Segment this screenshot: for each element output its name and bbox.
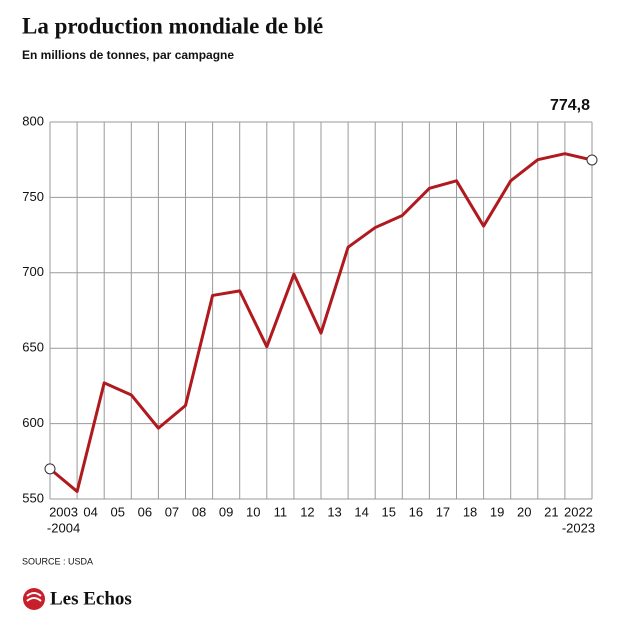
x-tick-label: 04 [83, 504, 97, 519]
x-tick-label: 18 [463, 504, 477, 519]
x-tick-label: 19 [490, 504, 504, 519]
x-tick-label: 15 [382, 504, 396, 519]
y-tick-label: 550 [22, 490, 44, 505]
x-tick-label: -2023 [562, 520, 595, 535]
brand: Les Echos [50, 588, 132, 609]
x-tick-label: 06 [138, 504, 152, 519]
logo-mark [26, 592, 42, 602]
point-marker [586, 154, 598, 166]
y-tick-label: 650 [22, 340, 44, 355]
value-label: 774,8 [550, 97, 590, 114]
x-tick-label: 21 [544, 504, 558, 519]
x-tick-label: 11 [274, 504, 288, 519]
x-tick-label: 2022 [564, 504, 593, 519]
y-tick-label: 800 [22, 113, 44, 128]
x-tick-label: 20 [517, 504, 531, 519]
x-tick-label: 2003 [49, 504, 78, 519]
chart-title: La production mondiale de blé [22, 13, 323, 38]
x-tick-label: 13 [327, 504, 341, 519]
x-tick-label: 12 [300, 504, 314, 519]
line [49, 152, 593, 493]
source: SOURCE : USDA [22, 556, 93, 566]
y-tick-label: 600 [22, 415, 44, 430]
x-tick-label: -2004 [47, 520, 80, 535]
y-tick-label: 700 [22, 264, 44, 279]
point-marker [44, 463, 56, 475]
x-tick-label: 07 [165, 504, 179, 519]
x-tick-label: 10 [246, 504, 260, 519]
x-tick-label: 16 [409, 504, 423, 519]
chart-subtitle: En millions de tonnes, par campagne [22, 48, 234, 62]
x-tick-label: 05 [111, 504, 125, 519]
x-tick-label: 09 [219, 504, 233, 519]
x-tick-label: 17 [436, 504, 450, 519]
x-tick-label: 08 [192, 504, 206, 519]
y-tick-label: 750 [22, 189, 44, 204]
x-tick-label: 14 [354, 504, 368, 519]
